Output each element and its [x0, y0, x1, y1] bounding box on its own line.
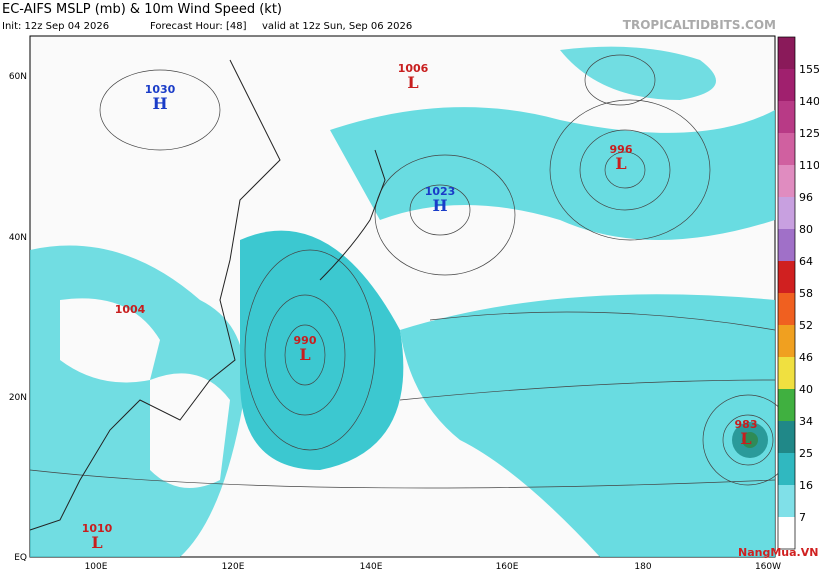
- colorbar-label: 155: [799, 63, 819, 76]
- colorbar-label: 58: [799, 287, 813, 300]
- latitude-label: 40N: [9, 233, 27, 243]
- pressure-center: H: [432, 196, 447, 215]
- colorbar-swatch: [778, 101, 795, 134]
- colorbar-swatch: [778, 197, 795, 230]
- colorbar-swatch: [778, 453, 795, 486]
- colorbar-label: 40: [799, 383, 813, 396]
- colorbar-swatch: [778, 517, 795, 550]
- colorbar-swatch: [778, 165, 795, 198]
- pressure-center: L: [740, 429, 751, 448]
- source: TROPICALTIDBITS.COM: [623, 18, 776, 32]
- pressure-center: L: [407, 73, 418, 92]
- title: EC-AIFS MSLP (mb) & 10m Wind Speed (kt): [2, 2, 282, 17]
- latitude-label: 20N: [9, 393, 27, 403]
- pressure-value: 983: [735, 418, 758, 431]
- colorbar-swatch: [778, 69, 795, 102]
- pressure-center: L: [299, 345, 310, 364]
- colorbar-swatch: [778, 133, 795, 166]
- pressure-value: 996: [610, 143, 633, 156]
- colorbar-swatch: [778, 325, 795, 358]
- colorbar-swatch: [778, 389, 795, 422]
- latitude-label: EQ: [14, 553, 27, 563]
- init: Init: 12z Sep 04 2026: [2, 21, 109, 32]
- colorbar-label: 96: [799, 191, 813, 204]
- pressure-value: 1010: [82, 522, 113, 535]
- longitude-label: 180: [634, 562, 651, 572]
- colorbar-label: 125: [799, 127, 819, 140]
- colorbar-label: 16: [799, 479, 813, 492]
- valid-time: valid at 12z Sun, Sep 06 2026: [262, 21, 412, 32]
- colorbar-swatch: [778, 229, 795, 262]
- pressure-value: 1004: [115, 303, 146, 316]
- colorbar-label: 64: [799, 255, 813, 268]
- longitude-label: 140E: [360, 562, 383, 572]
- forecast-hour: Forecast Hour: [48]: [150, 21, 247, 32]
- longitude-label: 160E: [496, 562, 519, 572]
- colorbar: 155 140 125 110 96 80 64 58 52 46 40 34 25 16 7: [777, 36, 819, 550]
- colorbar-label: 46: [799, 351, 813, 364]
- colorbar-label: 52: [799, 319, 813, 332]
- colorbar-label: 80: [799, 223, 813, 236]
- colorbar-label: 34: [799, 415, 813, 428]
- pressure-center: L: [91, 533, 102, 552]
- colorbar-swatch: [778, 293, 795, 326]
- longitude-label: 120E: [222, 562, 245, 572]
- longitude-label: 100E: [85, 562, 108, 572]
- latitude-label: 60N: [9, 72, 27, 82]
- colorbar-swatch: [778, 261, 795, 294]
- pressure-center: L: [615, 154, 626, 173]
- colorbar-swatch: [778, 357, 795, 390]
- colorbar-label: 7: [799, 511, 806, 524]
- colorbar-swatch: [778, 37, 795, 70]
- colorbar-label: 110: [799, 159, 819, 172]
- pressure-value: 1030: [145, 83, 176, 96]
- longitude-label: 160W: [755, 562, 781, 572]
- map-area: [29, 35, 794, 558]
- colorbar-frame: [777, 36, 796, 550]
- pressure-center: H: [152, 94, 167, 113]
- colorbar-label: 140: [799, 95, 819, 108]
- pressure-value: 1006: [398, 62, 429, 75]
- colorbar-label: 25: [799, 447, 813, 460]
- colorbar-swatch: [778, 485, 795, 518]
- pressure-value: 1023: [425, 185, 456, 198]
- colorbar-swatch: [778, 421, 795, 454]
- watermark: NangMua.VN: [738, 546, 818, 559]
- pressure-value: 990: [294, 334, 317, 347]
